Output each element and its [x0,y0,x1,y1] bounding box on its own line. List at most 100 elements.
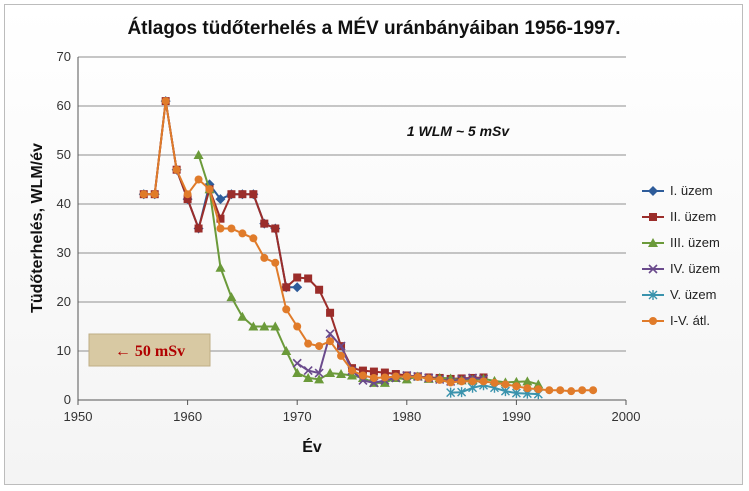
chart-frame [4,4,743,485]
series-line [143,100,594,393]
y-tick-label: 30 [57,245,71,260]
data-point [271,224,280,233]
data-point [479,377,488,386]
legend-item: III. üzem [642,235,720,250]
x-tick-label: 1990 [502,409,531,424]
series-6 [139,97,598,396]
conversion-annotation: 1 WLM ~ 5 mSv [407,123,511,139]
data-point [379,377,390,387]
x-axis-title: Év [302,437,322,456]
data-point [227,224,236,233]
data-point [215,194,226,205]
data-point [336,341,346,351]
y-tick-label: 20 [57,294,71,309]
data-point [282,305,291,314]
data-point [446,387,456,398]
data-point [402,372,411,381]
legend-label: I. üzem [670,183,713,198]
data-point [226,292,237,302]
data-point [194,175,203,184]
data-point [227,190,236,199]
data-point [238,190,247,199]
series-3 [193,150,544,389]
series-group [138,96,598,400]
data-point [336,369,347,379]
data-point [238,229,247,238]
callout-label: ← 50 mSv [115,343,185,360]
data-point [512,382,521,391]
data-point [292,282,303,293]
legend-item: II. üzem [642,209,716,224]
data-point [314,374,325,384]
data-point [523,384,532,393]
legend-item: IV. üzem [642,261,720,276]
data-point [216,214,225,223]
callout-background [88,333,211,367]
legend-item: I-V. átl. [642,313,710,328]
data-point [468,377,477,386]
legend-item: I. üzem [642,183,713,198]
legend-label: III. üzem [670,235,720,250]
data-point [533,379,544,389]
data-point [193,150,204,159]
data-point [457,377,466,386]
data-point [347,370,357,380]
data-point [522,376,533,386]
x-tick-labels: 1950 1960 1970 1980 1990 2000 [64,409,641,424]
data-point [216,224,225,233]
data-point [260,253,269,262]
data-point [545,386,554,395]
data-point [281,346,292,355]
data-point [271,258,280,267]
data-point [315,285,324,294]
legend-label: IV. üzem [670,261,720,276]
legend-label: I-V. átl. [670,313,710,328]
series-line [197,154,539,386]
data-point [589,386,598,395]
y-tick-label: 10 [57,343,71,358]
legend-label: V. üzem [670,287,717,302]
data-point [315,342,324,351]
data-point [259,321,270,331]
data-point [457,387,467,398]
y-tick-label: 0 [64,392,71,407]
data-point [150,190,159,199]
data-point [326,308,335,317]
data-point [578,386,587,395]
data-point [183,195,192,204]
data-point [237,311,248,321]
legend-label: II. üzem [670,209,716,224]
data-point [380,368,389,377]
data-point [270,321,281,331]
gridlines [78,56,626,352]
x-tick-label: 1960 [173,409,202,424]
data-point [249,234,258,243]
data-point [139,190,148,199]
data-point [260,219,269,228]
legend-marker [649,317,657,325]
data-point [348,366,356,375]
data-point [391,372,400,381]
data-point [490,378,499,387]
data-point [380,373,389,382]
x-tick-label: 1970 [283,409,312,424]
data-point [248,321,259,331]
data-point [446,378,455,387]
legend-marker [648,264,658,274]
data-point [161,97,170,106]
data-point [293,322,302,331]
legend-item: V. üzem [642,287,717,302]
x-tick-label: 2000 [612,409,641,424]
data-point [369,367,378,376]
data-point [413,372,422,381]
data-point [534,385,543,394]
y-tick-label: 70 [57,49,71,64]
chart-title: Átlagos tüdőterhelés a MÉV uránbányáiban… [127,17,620,39]
data-point [304,274,313,283]
legend-marker [648,186,658,196]
data-point [282,283,291,292]
data-point [172,165,181,174]
y-tick-label: 40 [57,196,71,211]
y-tick-labels: 0 10 20 30 40 50 60 70 [57,49,71,407]
